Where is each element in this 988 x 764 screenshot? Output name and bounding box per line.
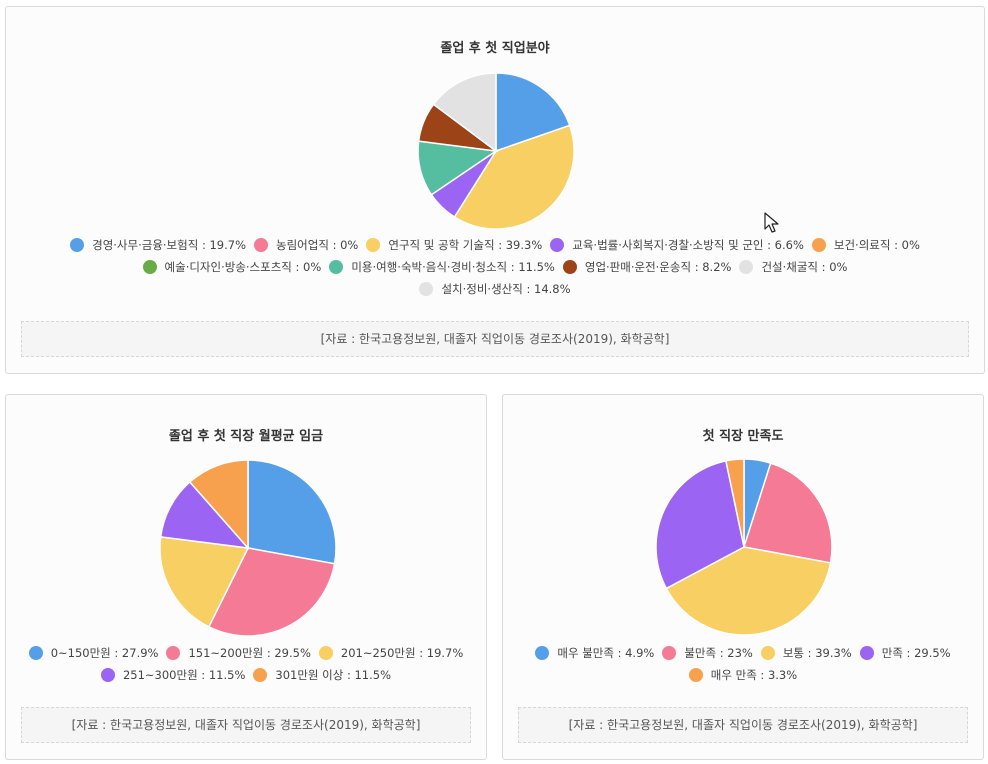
legend-row: 경영·사무·금융·보험직 : 19.7% 농림어업직 : 0% 연구직 및 공학 기… <box>6 234 984 256</box>
legend-color-dot <box>100 668 115 682</box>
legend-color-dot <box>254 238 269 252</box>
legend-label: 151~200만원 : 29.5% <box>188 646 311 660</box>
legend-item[interactable]: 연구직 및 공학 기술직 : 39.3% <box>366 234 542 256</box>
legend-label: 251~300만원 : 11.5% <box>122 668 246 682</box>
legend-item[interactable]: 0~150만원 : 27.9% <box>28 642 159 664</box>
legend-color-dot <box>329 260 344 274</box>
legend-item[interactable]: 151~200만원 : 29.5% <box>166 642 311 664</box>
legend-color-dot <box>811 238 826 252</box>
legend-color-dot <box>535 646 550 660</box>
legend-color-dot <box>253 668 268 682</box>
legend-color-dot <box>142 260 157 274</box>
legend-item[interactable]: 301만원 이상 : 11.5% <box>253 664 391 686</box>
legend-label: 보통 : 39.3% <box>782 646 852 660</box>
pie-slice[interactable] <box>655 459 745 590</box>
pie-chart-satisfaction <box>655 458 833 636</box>
legend-label: 미용·여행·숙박·음식·경비·청소직 : 11.5% <box>351 260 555 274</box>
legend-item[interactable]: 미용·여행·숙박·음식·경비·청소직 : 11.5% <box>329 256 555 278</box>
pie-chart-job-field <box>417 72 575 230</box>
legend-color-dot <box>739 260 754 274</box>
legend-item[interactable]: 건설·채굴직 : 0% <box>739 256 847 278</box>
pie-chart-salary <box>159 459 337 637</box>
legend-label: 농림어업직 : 0% <box>276 238 359 252</box>
chart-panel-job-field: 졸업 후 첫 직업분야 경영·사무·금융·보험직 : 19.7% 농림어업직 : … <box>5 6 985 374</box>
legend-label: 0~150만원 : 27.9% <box>50 646 159 660</box>
legend-label: 매우 불만족 : 4.9% <box>557 646 655 660</box>
legend-label: 경영·사무·금융·보험직 : 19.7% <box>92 238 247 252</box>
legend-item[interactable]: 251~300만원 : 11.5% <box>100 664 246 686</box>
legend-color-dot <box>318 646 333 660</box>
legend-color-dot <box>760 646 775 660</box>
legend-label: 건설·채굴직 : 0% <box>761 260 848 274</box>
legend-item[interactable]: 보통 : 39.3% <box>760 642 852 664</box>
pie-slice[interactable] <box>207 547 336 637</box>
legend-label: 설치·정비·생산직 : 14.8% <box>441 282 571 296</box>
legend-label: 교육·법률·사회복지·경찰·소방직 및 군인 : 6.6% <box>572 238 804 252</box>
source-note: [자료 : 한국고용정보원, 대졸자 직업이동 경로조사(2019), 화학공학… <box>518 707 968 743</box>
legend-row: 매우 불만족 : 4.9% 불만족 : 23% 보통 : 39.3% 만족 : 29.… <box>515 642 971 664</box>
legend-row: 예술·디자인·방송·스포츠직 : 0% 미용·여행·숙박·음식·경비·청소직 : … <box>6 256 984 278</box>
legend-label: 매우 만족 : 3.3% <box>710 668 798 682</box>
legend-row: 설치·정비·생산직 : 14.8% <box>6 278 984 300</box>
legend-item[interactable]: 농림어업직 : 0% <box>254 234 358 256</box>
legend-label: 불만족 : 23% <box>684 646 753 660</box>
legend-color-dot <box>859 646 874 660</box>
legend-color-dot <box>166 646 181 660</box>
legend-label: 예술·디자인·방송·스포츠직 : 0% <box>164 260 322 274</box>
mouse-pointer-icon <box>764 212 779 233</box>
pie-slice[interactable] <box>743 462 833 564</box>
chart-title: 졸업 후 첫 직장 월평균 임금 <box>168 429 324 444</box>
pie-slice[interactable] <box>188 459 249 550</box>
chart-title: 첫 직장 만족도 <box>702 429 784 444</box>
pie-slice[interactable] <box>724 458 745 548</box>
legend-row: 251~300만원 : 11.5% 301만원 이상 : 11.5% <box>18 664 474 686</box>
chart-legend: 매우 불만족 : 4.9% 불만족 : 23% 보통 : 39.3% 만족 : 29.… <box>503 642 983 686</box>
source-note: [자료 : 한국고용정보원, 대졸자 직업이동 경로조사(2019), 화학공학… <box>21 707 471 743</box>
legend-row: 매우 만족 : 3.3% <box>515 664 971 686</box>
legend-color-dot <box>366 238 381 252</box>
pie-slice[interactable] <box>159 480 250 549</box>
legend-label: 영업·판매·운전·운송직 : 8.2% <box>584 260 732 274</box>
legend-item[interactable]: 예술·디자인·방송·스포츠직 : 0% <box>142 256 322 278</box>
legend-color-dot <box>688 668 703 682</box>
legend-item[interactable]: 영업·판매·운전·운송직 : 8.2% <box>562 256 732 278</box>
legend-row: 0~150만원 : 27.9% 151~200만원 : 29.5% 201~250만… <box>18 642 474 664</box>
legend-label: 201~250만원 : 19.7% <box>340 646 464 660</box>
pie-slice[interactable] <box>247 459 337 565</box>
chart-panel-satisfaction: 첫 직장 만족도 매우 불만족 : 4.9% 불만족 : 23% 보통 : 39.3… <box>502 394 984 760</box>
legend-color-dot <box>70 238 85 252</box>
legend-color-dot <box>28 646 43 660</box>
chart-title: 졸업 후 첫 직업분야 <box>440 41 550 56</box>
legend-item[interactable]: 불만족 : 23% <box>662 642 753 664</box>
pie-slice[interactable] <box>665 546 832 636</box>
legend-item[interactable]: 보건·의료직 : 0% <box>811 234 920 256</box>
legend-color-dot <box>550 238 565 252</box>
legend-label: 보건·의료직 : 0% <box>833 238 920 252</box>
legend-item[interactable]: 매우 불만족 : 4.9% <box>535 642 654 664</box>
legend-color-dot <box>562 260 577 274</box>
source-note: [자료 : 한국고용정보원, 대졸자 직업이동 경로조사(2019), 화학공학… <box>21 321 969 357</box>
legend-item[interactable]: 교육·법률·사회복지·경찰·소방직 및 군인 : 6.6% <box>550 234 804 256</box>
legend-color-dot <box>662 646 677 660</box>
pie-slice[interactable] <box>453 124 575 230</box>
legend-item[interactable]: 설치·정비·생산직 : 14.8% <box>419 278 571 300</box>
pie-slice[interactable] <box>432 72 497 153</box>
chart-legend: 0~150만원 : 27.9% 151~200만원 : 29.5% 201~250만… <box>6 642 486 686</box>
pie-slice[interactable] <box>159 536 250 628</box>
legend-item[interactable]: 201~250만원 : 19.7% <box>318 642 464 664</box>
legend-label: 만족 : 29.5% <box>881 646 951 660</box>
legend-item[interactable]: 매우 만족 : 3.3% <box>688 664 798 686</box>
legend-item[interactable]: 경영·사무·금융·보험직 : 19.7% <box>70 234 246 256</box>
legend-item[interactable]: 만족 : 29.5% <box>859 642 951 664</box>
legend-color-dot <box>419 282 434 296</box>
legend-label: 301만원 이상 : 11.5% <box>275 668 392 682</box>
legend-label: 연구직 및 공학 기술직 : 39.3% <box>388 238 543 252</box>
chart-legend: 경영·사무·금융·보험직 : 19.7% 농림어업직 : 0% 연구직 및 공학 기… <box>6 234 984 300</box>
chart-panel-salary: 졸업 후 첫 직장 월평균 임금 0~150만원 : 27.9% 151~200만… <box>5 394 487 760</box>
